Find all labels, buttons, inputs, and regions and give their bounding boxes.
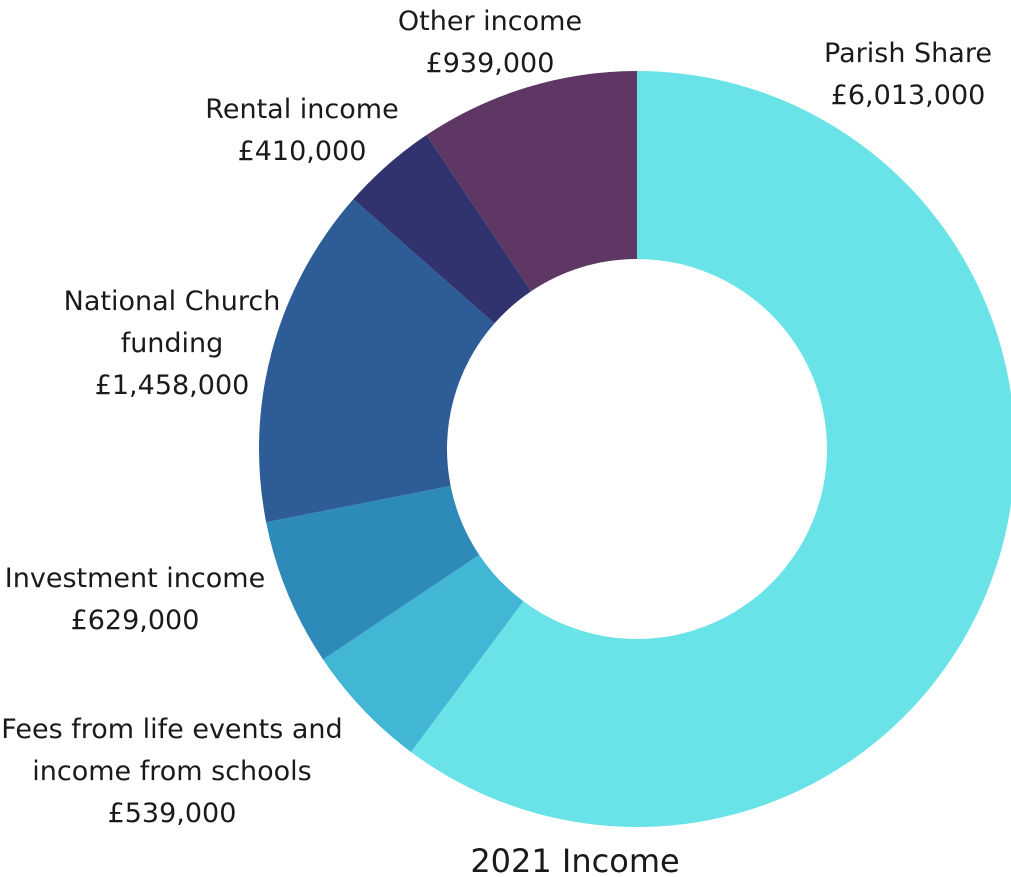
slice-value-label: £629,000 xyxy=(71,605,200,636)
slice-label-investment-income: Investment income £629,000 xyxy=(5,563,265,636)
slice-labels: Parish Share £6,013,000 Fees from life eve… xyxy=(1,6,992,829)
slice-parish-share xyxy=(410,71,1011,827)
slice-rental-income xyxy=(353,135,532,324)
donut-slices xyxy=(258,71,1011,827)
slice-label-national-church-funding: National Church funding £1,458,000 xyxy=(64,286,281,401)
slice-value-label: £6,013,000 xyxy=(831,80,986,111)
slice-name-label: funding xyxy=(121,328,224,359)
chart-title: 2021 Income xyxy=(470,842,679,877)
slice-national-church-funding xyxy=(258,199,495,523)
slice-name-label: Rental income xyxy=(205,94,398,125)
slice-value-label: £410,000 xyxy=(238,136,367,167)
slice-label-fees-from-life-events-and-income-from-schools: Fees from life events and income from sch… xyxy=(1,714,342,829)
slice-investment-income xyxy=(266,485,480,660)
slice-label-other-income: Other income £939,000 xyxy=(398,6,582,79)
slice-name-label: National Church xyxy=(64,286,281,317)
slice-value-label: £539,000 xyxy=(108,798,237,829)
slice-name-label: income from schools xyxy=(32,756,312,787)
slice-value-label: £939,000 xyxy=(426,48,555,79)
slice-name-label: Investment income xyxy=(5,563,265,594)
slice-value-label: £1,458,000 xyxy=(95,370,250,401)
slice-fees-from-life-events-and-income-from-schools xyxy=(323,554,524,752)
slice-label-rental-income: Rental income £410,000 xyxy=(205,94,398,167)
slice-name-label: Fees from life events and xyxy=(1,714,342,745)
slice-label-parish-share: Parish Share £6,013,000 xyxy=(824,38,992,111)
slice-name-label: Parish Share xyxy=(824,38,992,69)
slice-other-income xyxy=(426,71,637,292)
slice-name-label: Other income xyxy=(398,6,582,37)
